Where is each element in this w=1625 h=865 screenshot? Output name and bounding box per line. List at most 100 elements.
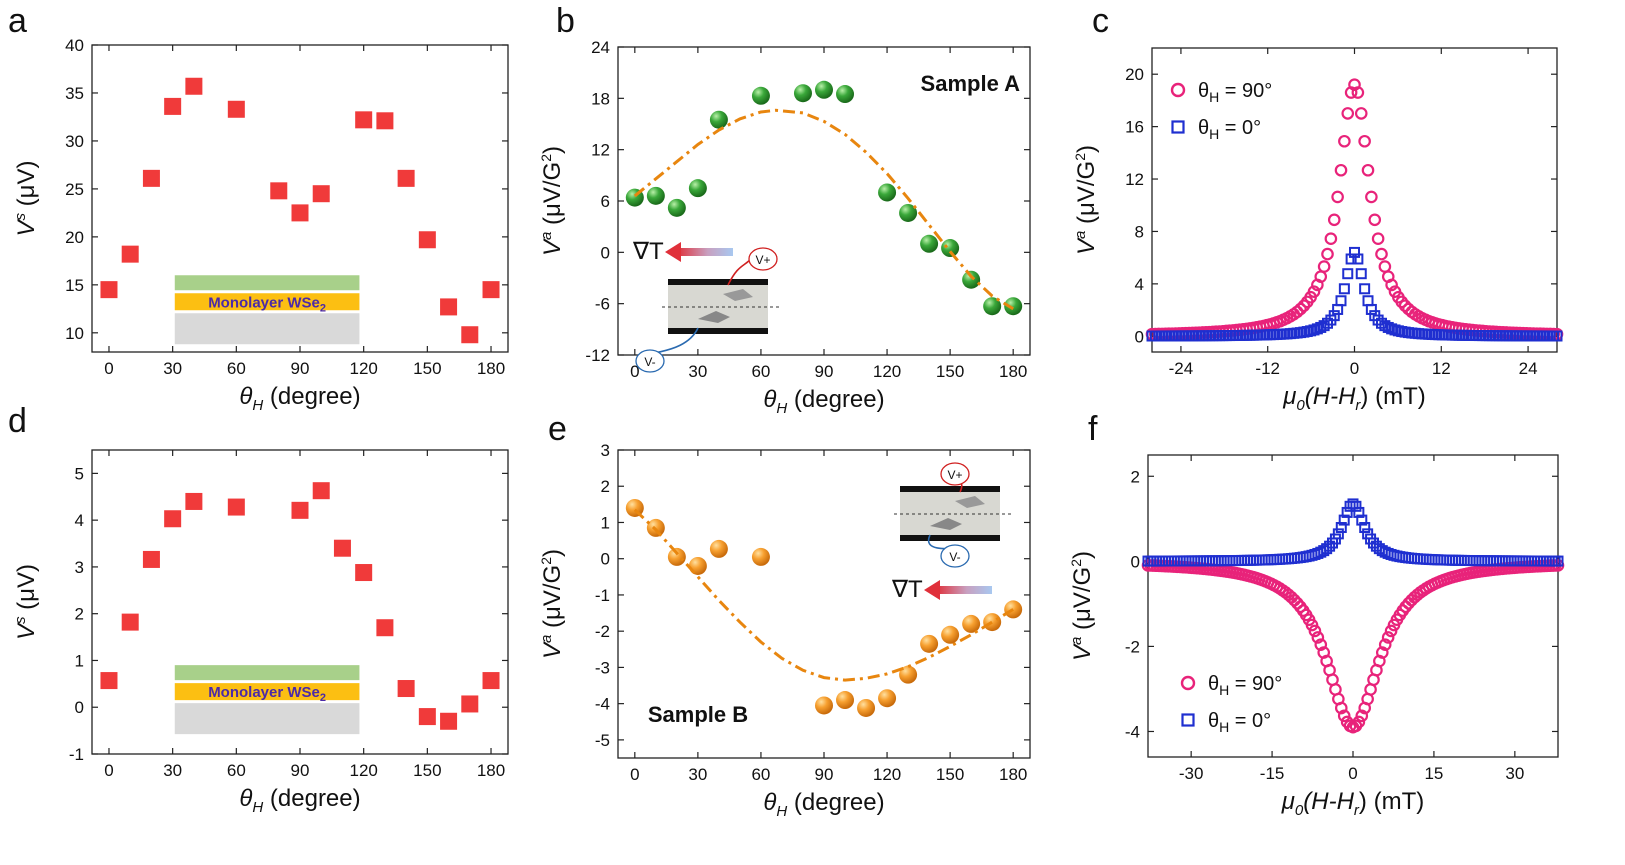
panel-e-chart: 0 30 60 90 120 150 180 -5 -4 -3 -2 -1 0 1 2 3 θH (degree…: [538, 441, 1031, 820]
data-point: [1338, 134, 1351, 148]
data-point: [1321, 543, 1333, 555]
data-point: [1335, 295, 1347, 307]
data-point: [1242, 554, 1254, 566]
device-flake: [930, 518, 962, 530]
y-tick-label: 0: [601, 243, 610, 262]
data-point: [1233, 554, 1245, 566]
inset-label: Monolayer WSe2: [208, 294, 326, 314]
data-point: [1338, 283, 1350, 295]
x-tick-label: 0: [630, 765, 639, 784]
panel-f-chart: -30 -15 0 15 30 -4 -2 0 2 μ0(H-Hr) (mT) Va (μV/G2)…: [1068, 454, 1565, 819]
data-point: [1435, 554, 1447, 566]
gradient-label: ∇T: [891, 576, 923, 603]
data-point: [899, 203, 918, 222]
legend-marker: [1170, 82, 1186, 98]
data-point: [1307, 285, 1321, 298]
data-point: [1378, 638, 1392, 651]
data-point: [1347, 498, 1359, 510]
data-point: [1337, 709, 1351, 723]
y-tick-label: 12: [1125, 170, 1144, 189]
x-tick-label: 60: [227, 359, 246, 378]
x-tick-label: 90: [815, 362, 834, 381]
y-tick-label: 2: [1131, 467, 1140, 486]
x-tick-label: 0: [1348, 764, 1357, 783]
data-point: [312, 482, 330, 500]
data-point: [1268, 554, 1280, 566]
y-tick-label: 3: [75, 558, 84, 577]
x-tick-label: -12: [1255, 359, 1280, 378]
y-tick-label: 20: [1125, 65, 1144, 84]
x-tick-label: 0: [630, 362, 639, 381]
data-point: [1271, 553, 1283, 565]
data-point: [878, 689, 897, 708]
data-point: [482, 281, 500, 299]
data-point: [482, 672, 500, 690]
x-axis-title: μ0(H-Hr) (mT): [1281, 788, 1424, 819]
y-tick-label: -3: [595, 658, 610, 677]
data-point: [1455, 554, 1467, 566]
data-point: [121, 613, 139, 631]
data-point: [688, 556, 707, 575]
y-tick-label: -2: [1125, 637, 1140, 656]
data-point: [1345, 253, 1357, 265]
data-point: [1438, 554, 1450, 566]
fit-line: [633, 508, 1014, 682]
data-point: [1344, 86, 1358, 99]
data-point: [1461, 554, 1473, 566]
x-tick-label: 120: [349, 761, 377, 780]
data-point: [1344, 500, 1356, 512]
data-point: [1429, 554, 1441, 566]
x-tick-label: 12: [1432, 359, 1451, 378]
data-point: [1358, 134, 1371, 148]
data-point: [1365, 190, 1378, 204]
data-point: [1386, 323, 1398, 335]
inset-layer-wse2: [174, 293, 360, 311]
data-point: [709, 539, 728, 558]
y-tick-label: 5: [75, 464, 84, 483]
x-tick-label: 120: [873, 362, 901, 381]
data-point: [1350, 500, 1362, 512]
data-point: [1385, 278, 1398, 292]
data-point: [1368, 213, 1382, 227]
data-point: [1552, 555, 1564, 567]
y-tick-label: 4: [75, 511, 84, 530]
data-point: [1464, 555, 1476, 567]
x-tick-label: 90: [291, 359, 310, 378]
x-axis-title: θH (degree): [239, 785, 360, 816]
y-tick-label: 3: [601, 441, 610, 460]
x-tick-label: 15: [1424, 764, 1443, 783]
x-tick-label: 150: [413, 761, 441, 780]
data-point: [1294, 302, 1307, 316]
gradient-arrow-shaft: [677, 248, 733, 256]
data-point: [1359, 522, 1371, 534]
data-point: [1379, 320, 1391, 332]
data-point: [1342, 268, 1354, 280]
y-axis-title: Va (μV/G2): [1068, 551, 1096, 661]
y-tick-label: 24: [591, 38, 610, 57]
data-point: [1356, 514, 1368, 526]
y-tick-label: -4: [595, 695, 610, 714]
data-point: [1327, 213, 1341, 227]
data-point: [1348, 78, 1361, 91]
data-point: [1324, 540, 1336, 552]
y-tick-label: 12: [591, 141, 610, 160]
y-tick-label: -4: [1125, 722, 1140, 741]
inset-layer-substrate: [174, 313, 360, 345]
data-point: [1332, 528, 1344, 540]
data-point: [709, 110, 728, 129]
data-point: [1473, 555, 1485, 567]
data-point: [667, 547, 686, 566]
data-point: [1470, 555, 1482, 567]
data-point: [1381, 631, 1395, 644]
x-tick-label: 0: [1350, 359, 1359, 378]
legend-marker: [1180, 675, 1196, 691]
data-point: [1215, 555, 1227, 567]
device-flake: [955, 496, 985, 508]
data-point: [440, 712, 458, 730]
data-point: [185, 77, 203, 95]
vminus-label: V-: [644, 355, 655, 369]
data-point: [1372, 314, 1384, 326]
panel-letter-b: b: [556, 2, 575, 40]
data-point: [1361, 163, 1375, 177]
data-point: [1447, 554, 1459, 566]
